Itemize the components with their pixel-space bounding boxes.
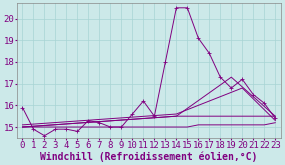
X-axis label: Windchill (Refroidissement éolien,°C): Windchill (Refroidissement éolien,°C)	[40, 151, 258, 162]
